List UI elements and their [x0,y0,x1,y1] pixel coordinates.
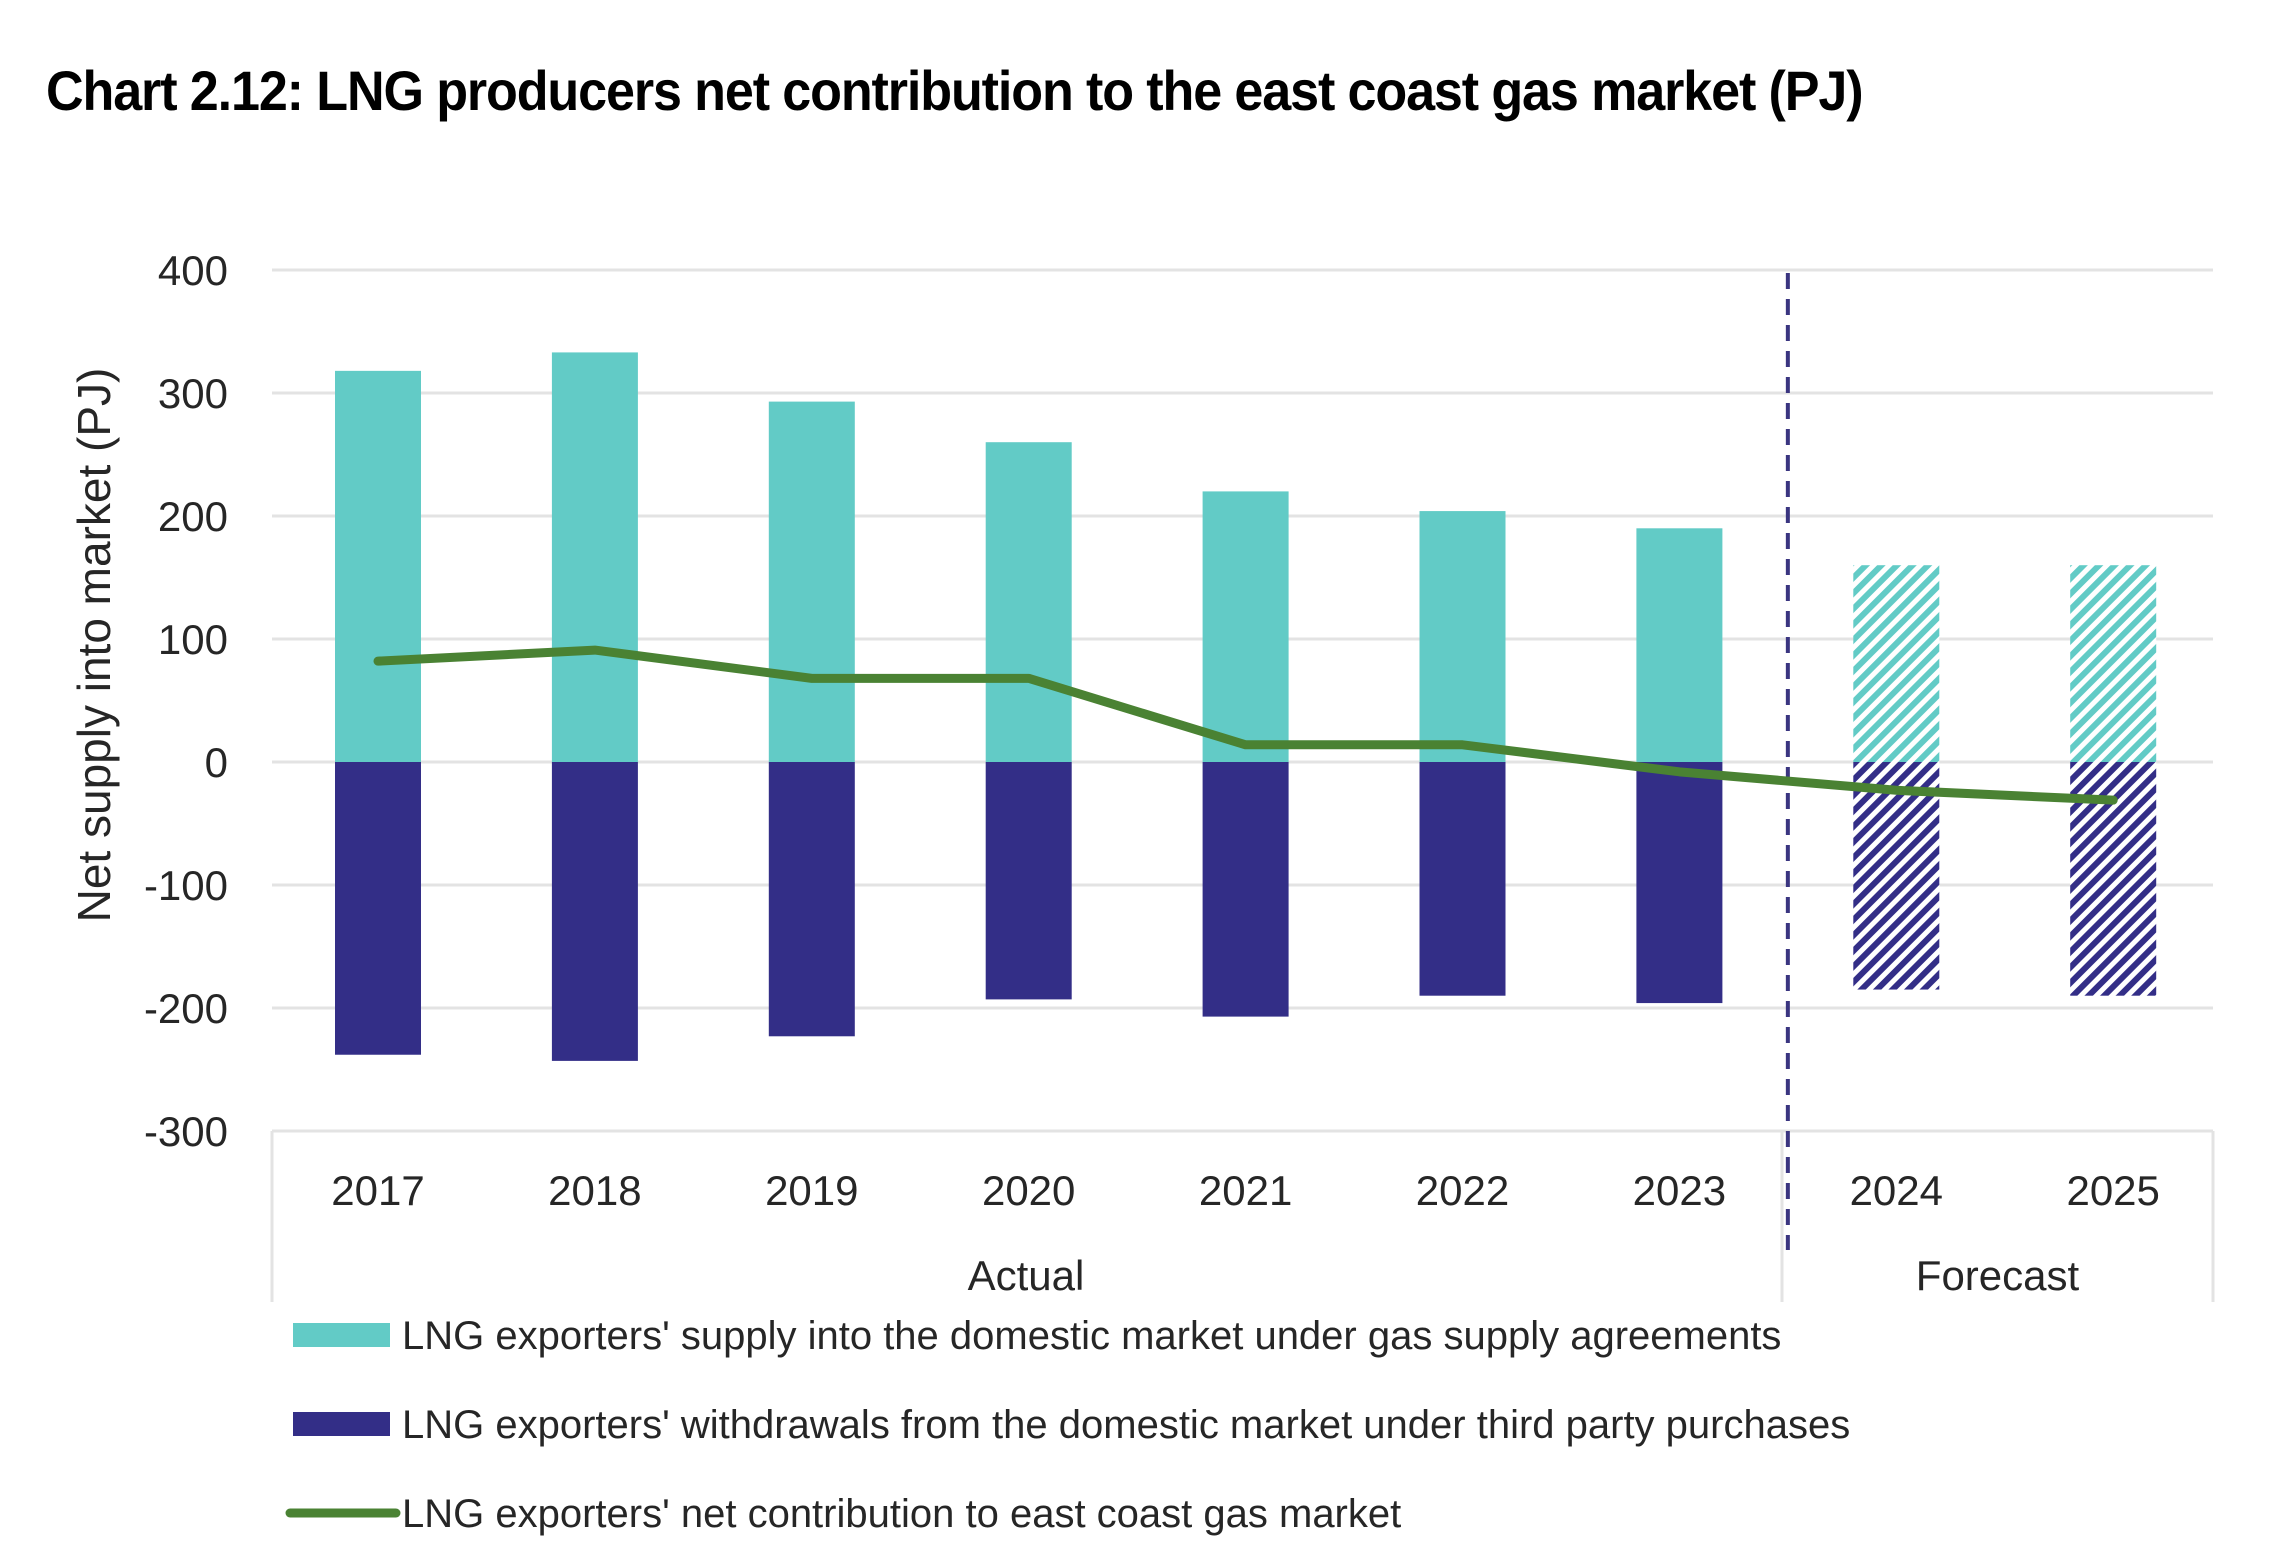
group-label-actual: Actual [968,1252,1085,1299]
legend-item: LNG exporters' net contribution to east … [285,1492,1401,1536]
bar-withdrawals-2018 [551,762,638,1061]
x-tick-label: 2022 [1416,1167,1509,1214]
x-tick-label: 2018 [548,1167,641,1214]
chart-title: Chart 2.12: LNG producers net contributi… [46,59,1864,122]
bar-supply-2024 [1853,565,1940,762]
net-contribution-line [373,645,2118,805]
y-tick-label: 200 [158,493,228,540]
x-tick-label: 2024 [1850,1167,1943,1214]
bar-withdrawals-2022 [1419,762,1506,996]
y-tick-label: 300 [158,370,228,417]
x-tick-label: 2023 [1633,1167,1726,1214]
x-axis-tick-labels: 2017 2018 2019 2020 2021 2022 2023 2024 2025 [331,1167,2160,1214]
y-tick-label: -200 [144,985,228,1032]
x-tick-label: 2020 [982,1167,1075,1214]
bar-withdrawals-2021 [1202,762,1289,1017]
legend-item: LNG exporters' supply into the domestic … [293,1314,1781,1358]
y-tick-label: -100 [144,862,228,909]
bar-withdrawals-2023 [1636,762,1723,1004]
category-group-labels: Actual Forecast [968,1252,2080,1299]
x-tick-label: 2021 [1199,1167,1292,1214]
y-tick-label: -300 [144,1108,228,1155]
bar-withdrawals-2019 [768,762,855,1037]
legend-swatch [293,1323,390,1347]
y-axis-tick-labels: 400 300 200 100 0 -100 -200 -300 [144,247,228,1155]
bar-withdrawals-2024 [1853,762,1940,990]
bar-withdrawals-2020 [985,762,1072,1000]
bar-withdrawals-2017 [335,762,421,1055]
bar-supply-2025 [2070,565,2157,762]
bar-supply-2023 [1636,528,1723,762]
bar-supply-2018 [551,352,638,762]
y-tick-label: 400 [158,247,228,294]
x-tick-label: 2025 [2066,1167,2159,1214]
legend-item: LNG exporters' withdrawals from the dome… [293,1403,1850,1447]
legend: LNG exporters' supply into the domestic … [285,1314,1850,1536]
y-axis-title: Net supply into market (PJ) [68,368,120,923]
legend-swatch [293,1412,390,1436]
bar-supply-2017 [335,370,421,762]
legend-label: LNG exporters' net contribution to east … [402,1492,1401,1536]
bar-supply-2021 [1202,491,1289,762]
bars [335,352,2157,1061]
x-tick-label: 2019 [765,1167,858,1214]
group-label-forecast: Forecast [1916,1252,2080,1299]
bar-supply-2020 [985,442,1072,762]
category-axis-frame [270,1129,2215,1302]
bar-supply-2019 [768,401,855,762]
legend-label: LNG exporters' supply into the domestic … [402,1314,1781,1358]
legend-label: LNG exporters' withdrawals from the dome… [402,1403,1850,1447]
y-tick-label: 100 [158,616,228,663]
bar-supply-2022 [1419,511,1506,762]
y-tick-label: 0 [205,739,228,786]
x-tick-label: 2017 [331,1167,424,1214]
